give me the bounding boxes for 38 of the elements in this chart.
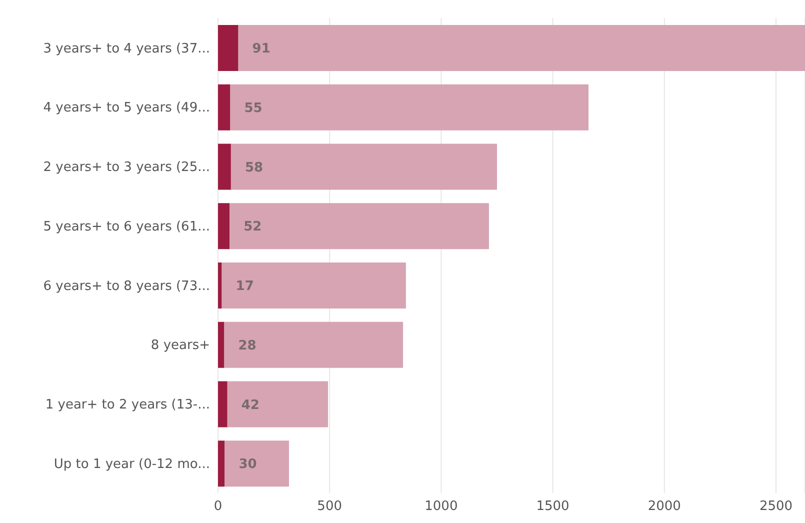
data-label: 17 bbox=[236, 279, 254, 294]
bar bbox=[227, 381, 328, 428]
bar bbox=[230, 144, 497, 190]
x-tick-label: 0 bbox=[214, 499, 222, 514]
bar bbox=[218, 381, 228, 428]
bar bbox=[218, 322, 224, 368]
data-label: 42 bbox=[241, 398, 260, 413]
y-tick-label: Up to 1 year (0-12 mo... bbox=[54, 456, 210, 472]
y-tick-label: 6 years+ to 8 years (73... bbox=[43, 278, 210, 294]
bar bbox=[218, 84, 230, 130]
y-tick-label: 1 year+ to 2 years (13-... bbox=[45, 398, 210, 413]
bar bbox=[218, 203, 230, 250]
bar bbox=[230, 84, 588, 130]
data-label: 91 bbox=[252, 42, 270, 57]
bar bbox=[218, 144, 231, 190]
x-tick-label: 2000 bbox=[648, 499, 681, 514]
x-tick-label: 2500 bbox=[759, 499, 793, 514]
bar bbox=[222, 262, 406, 308]
bar bbox=[218, 262, 222, 308]
y-tick-label: 3 years+ to 4 years (37... bbox=[43, 41, 210, 56]
x-tick-label: 500 bbox=[317, 499, 342, 514]
data-label: 28 bbox=[238, 338, 256, 354]
y-tick-label: 2 years+ to 3 years (25... bbox=[43, 160, 210, 176]
x-tick-label: 1500 bbox=[536, 499, 570, 514]
data-label: 58 bbox=[244, 160, 264, 176]
bar bbox=[224, 440, 289, 487]
data-label: 30 bbox=[238, 457, 257, 472]
data-label: 55 bbox=[244, 100, 262, 116]
bar bbox=[218, 440, 225, 487]
bar bbox=[230, 203, 489, 250]
data-label: 52 bbox=[244, 220, 262, 235]
bar bbox=[224, 322, 404, 368]
x-tick-label: 1000 bbox=[424, 499, 458, 514]
y-tick-label: 5 years+ to 6 years (61... bbox=[43, 219, 210, 234]
bar bbox=[238, 25, 805, 71]
y-tick-label: 4 years+ to 5 years (49... bbox=[43, 100, 210, 116]
bar bbox=[218, 25, 238, 71]
y-tick-label: 8 years+ bbox=[150, 338, 210, 354]
